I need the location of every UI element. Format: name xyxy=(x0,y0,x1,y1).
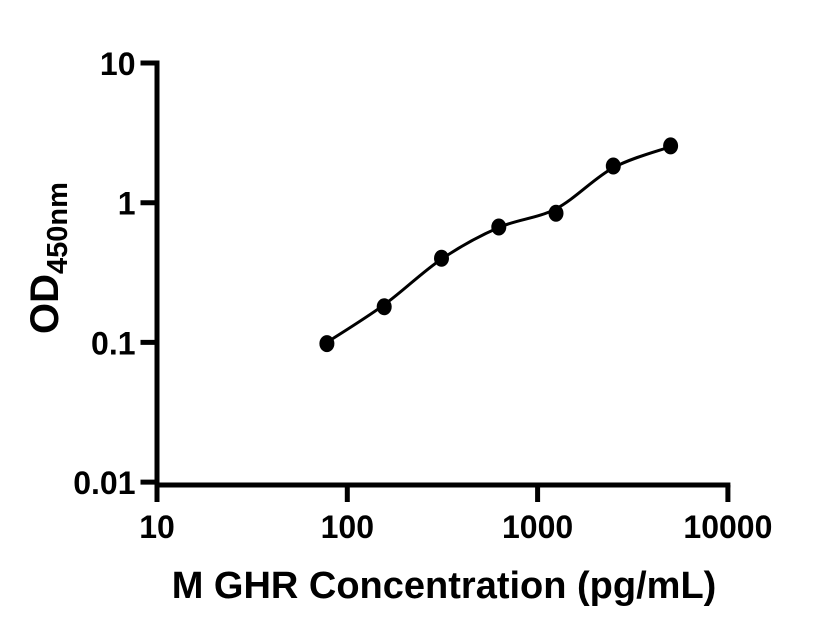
data-point-marker xyxy=(663,137,679,155)
y-tick-label: 1 xyxy=(118,186,136,222)
data-point-marker xyxy=(548,204,564,222)
y-tick-label: 0.01 xyxy=(73,465,135,501)
x-axis-title: M GHR Concentration (pg/mL) xyxy=(172,565,717,607)
data-point-marker xyxy=(491,218,507,236)
x-tick-label: 1000 xyxy=(502,509,573,545)
x-tick-label: 100 xyxy=(321,509,374,545)
y-tick-label: 0.1 xyxy=(91,325,135,361)
fit-curve-line xyxy=(326,145,672,344)
data-point-marker xyxy=(605,157,621,175)
y-axis-title: OD450nm xyxy=(23,182,74,334)
x-tick-label: 10 xyxy=(139,509,175,545)
data-point-marker xyxy=(434,249,449,267)
y-tick-label: 10 xyxy=(100,46,136,82)
x-tick-label: 10000 xyxy=(683,509,772,545)
data-point-marker xyxy=(319,335,335,353)
data-point-marker xyxy=(376,298,392,316)
y-axis-title-subscript: 450nm xyxy=(42,182,74,274)
y-axis-title-main: OD xyxy=(23,274,67,334)
